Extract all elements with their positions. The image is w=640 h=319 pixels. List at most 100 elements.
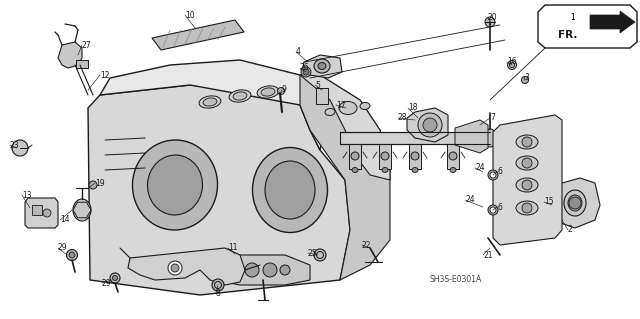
Text: 26: 26 [300, 63, 310, 72]
Ellipse shape [351, 152, 359, 160]
Ellipse shape [412, 167, 418, 173]
Text: 21: 21 [483, 250, 493, 259]
Ellipse shape [382, 167, 388, 173]
Circle shape [43, 209, 51, 217]
Polygon shape [455, 120, 488, 153]
Circle shape [168, 261, 182, 275]
Circle shape [113, 276, 118, 280]
Text: 20: 20 [488, 13, 498, 23]
Text: 19: 19 [95, 179, 104, 188]
Ellipse shape [318, 63, 326, 70]
Circle shape [110, 273, 120, 283]
Ellipse shape [381, 152, 389, 160]
Bar [316, 88, 328, 104]
Text: 23: 23 [10, 140, 20, 150]
Text: FR.: FR. [558, 30, 577, 40]
Circle shape [75, 203, 89, 217]
Bar [409, 144, 421, 169]
Bar [447, 144, 459, 169]
Circle shape [314, 249, 326, 261]
Polygon shape [25, 198, 58, 228]
Text: 15: 15 [544, 197, 554, 206]
Text: 17: 17 [336, 100, 346, 109]
Circle shape [303, 69, 309, 75]
Polygon shape [538, 5, 637, 48]
Ellipse shape [568, 195, 582, 211]
Text: 10: 10 [185, 11, 195, 19]
Circle shape [171, 264, 179, 272]
Ellipse shape [516, 201, 538, 215]
Polygon shape [550, 178, 600, 228]
Circle shape [278, 87, 285, 94]
Polygon shape [73, 202, 91, 218]
Text: 8: 8 [216, 288, 221, 298]
Text: 1: 1 [570, 12, 575, 21]
Bar [76, 60, 88, 68]
Text: 6: 6 [497, 167, 502, 176]
Bar [379, 144, 391, 169]
Circle shape [69, 252, 75, 258]
Ellipse shape [564, 190, 586, 216]
Text: 27: 27 [82, 41, 92, 49]
Text: 24: 24 [465, 196, 475, 204]
Circle shape [488, 170, 498, 180]
Text: 9: 9 [282, 85, 287, 94]
Ellipse shape [233, 92, 247, 100]
Polygon shape [302, 55, 342, 78]
Text: 28: 28 [398, 114, 408, 122]
Ellipse shape [132, 140, 218, 230]
Circle shape [485, 17, 495, 27]
Text: 22: 22 [362, 241, 371, 249]
Ellipse shape [516, 156, 538, 170]
Text: 25: 25 [308, 249, 317, 257]
Text: 5: 5 [315, 80, 320, 90]
Ellipse shape [73, 199, 91, 221]
Text: SH3S-E0301A: SH3S-E0301A [430, 276, 483, 285]
Circle shape [522, 137, 532, 147]
Circle shape [522, 203, 532, 213]
Text: 13: 13 [22, 190, 31, 199]
Ellipse shape [450, 167, 456, 173]
Polygon shape [590, 11, 635, 33]
Text: 2: 2 [568, 226, 573, 234]
Text: 29: 29 [102, 278, 111, 287]
Circle shape [301, 67, 311, 77]
Circle shape [490, 172, 496, 178]
Circle shape [488, 205, 498, 215]
Ellipse shape [147, 155, 202, 215]
Polygon shape [407, 108, 448, 142]
Polygon shape [152, 20, 244, 50]
Text: 7: 7 [490, 114, 495, 122]
Ellipse shape [265, 161, 315, 219]
Bar [349, 144, 361, 169]
Circle shape [67, 249, 77, 261]
Circle shape [89, 181, 97, 189]
Ellipse shape [314, 59, 330, 73]
Text: 3: 3 [524, 72, 529, 81]
Circle shape [245, 263, 259, 277]
Bar [32, 205, 42, 215]
Ellipse shape [261, 88, 275, 96]
Polygon shape [300, 75, 390, 280]
Circle shape [522, 158, 532, 168]
Circle shape [508, 61, 516, 70]
Text: 6: 6 [497, 203, 502, 211]
Polygon shape [493, 115, 562, 245]
Text: 11: 11 [228, 243, 237, 253]
Text: 14: 14 [60, 216, 70, 225]
Text: 18: 18 [408, 103, 417, 113]
Circle shape [12, 140, 28, 156]
Text: 16: 16 [507, 57, 516, 66]
Circle shape [522, 77, 529, 84]
Polygon shape [215, 255, 310, 285]
Circle shape [522, 180, 532, 190]
Circle shape [569, 197, 581, 209]
Text: 4: 4 [296, 48, 301, 56]
Ellipse shape [516, 178, 538, 192]
Circle shape [280, 265, 290, 275]
Ellipse shape [229, 90, 251, 102]
Text: 12: 12 [100, 70, 109, 79]
Polygon shape [128, 248, 245, 285]
Ellipse shape [339, 101, 357, 115]
Polygon shape [300, 75, 390, 180]
